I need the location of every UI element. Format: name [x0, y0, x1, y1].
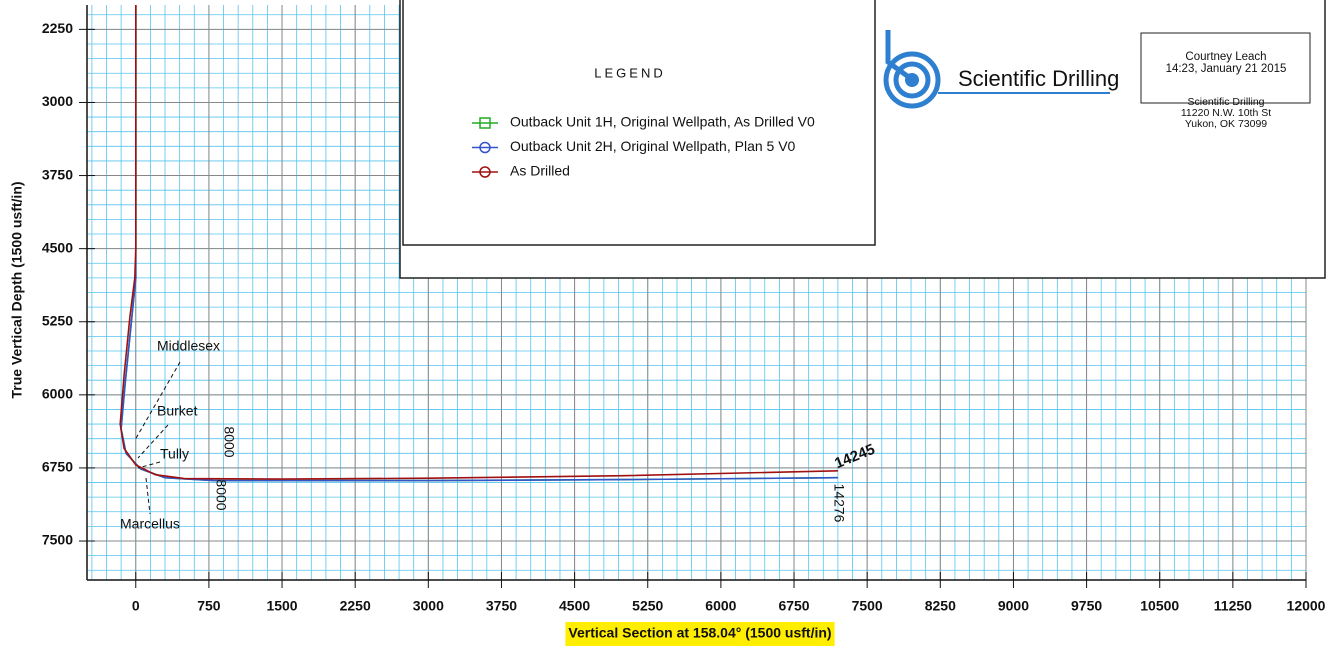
series-line — [119, 5, 838, 480]
annotation-leader — [137, 461, 161, 469]
annotation: 14276 — [831, 484, 847, 523]
logo — [883, 30, 1110, 109]
x-axis-label: Vertical Section at 158.04° (1500 usft/i… — [568, 625, 831, 641]
plot — [119, 5, 838, 482]
x-tick-label: 3000 — [413, 598, 444, 614]
info-text: 14:23, January 21 2015 — [1166, 63, 1287, 75]
x-tick-label: 7500 — [852, 598, 883, 614]
x-tick-label: 6000 — [705, 598, 736, 614]
y-tick-label: 4500 — [42, 239, 73, 255]
annotation: 8000 — [213, 479, 229, 510]
annotation-leader — [134, 361, 181, 441]
annotation: 8000 — [221, 426, 237, 457]
y-tick-label: 2250 — [42, 20, 73, 36]
legend-title: LEGEND — [594, 65, 665, 80]
annotation-leader — [137, 424, 169, 459]
annotation: Tully — [160, 446, 189, 462]
x-tick-label: 2250 — [340, 598, 371, 614]
x-tick-label: 10500 — [1140, 598, 1179, 614]
x-tick-label: 0 — [132, 598, 140, 614]
legend-marker — [479, 117, 491, 129]
x-tick-label: 3750 — [486, 598, 517, 614]
info-text: Courtney Leach — [1185, 51, 1266, 63]
y-tick-label: 3750 — [42, 166, 73, 182]
y-tick-label: 3000 — [42, 93, 73, 109]
x-tick-label: 4500 — [559, 598, 590, 614]
legend-label: Outback Unit 1H, Original Wellpath, As D… — [510, 114, 815, 130]
annotation-leader — [145, 477, 151, 515]
info-text: Scientific Drilling — [1187, 96, 1264, 108]
company-logo-text: Scientific Drilling — [958, 66, 1119, 91]
annotation: Middlesex — [157, 338, 220, 354]
y-tick-label: 6000 — [42, 386, 73, 402]
x-tick-label: 6750 — [778, 598, 809, 614]
legend-label: Outback Unit 2H, Original Wellpath, Plan… — [510, 138, 796, 154]
y-tick-label: 7500 — [42, 532, 73, 548]
y-axis-label: True Vertical Depth (1500 usft/in) — [9, 181, 25, 398]
info-text: 11220 N.W. 10th St — [1181, 107, 1271, 119]
legend-marker — [479, 141, 491, 154]
y-tick-label: 6750 — [42, 459, 73, 475]
legend-label: As Drilled — [510, 163, 570, 179]
x-tick-label: 12000 — [1287, 598, 1326, 614]
info-box — [1140, 32, 1311, 104]
x-axis-label-highlight — [565, 622, 835, 646]
x-tick-label: 750 — [197, 598, 221, 614]
annotation: Marcellus — [120, 516, 180, 532]
x-tick-label: 8250 — [925, 598, 956, 614]
y-tick-label: 5250 — [42, 312, 73, 328]
x-tick-label: 9750 — [1071, 598, 1102, 614]
x-tick-label: 11250 — [1214, 598, 1252, 614]
x-tick-label: 5250 — [632, 598, 663, 614]
legend-marker — [479, 166, 491, 178]
x-tick-label: 9000 — [998, 598, 1029, 614]
annotation: Burket — [157, 403, 198, 419]
info-text: Yukon, OK 73099 — [1185, 118, 1267, 130]
x-tick-label: 1500 — [266, 598, 297, 614]
